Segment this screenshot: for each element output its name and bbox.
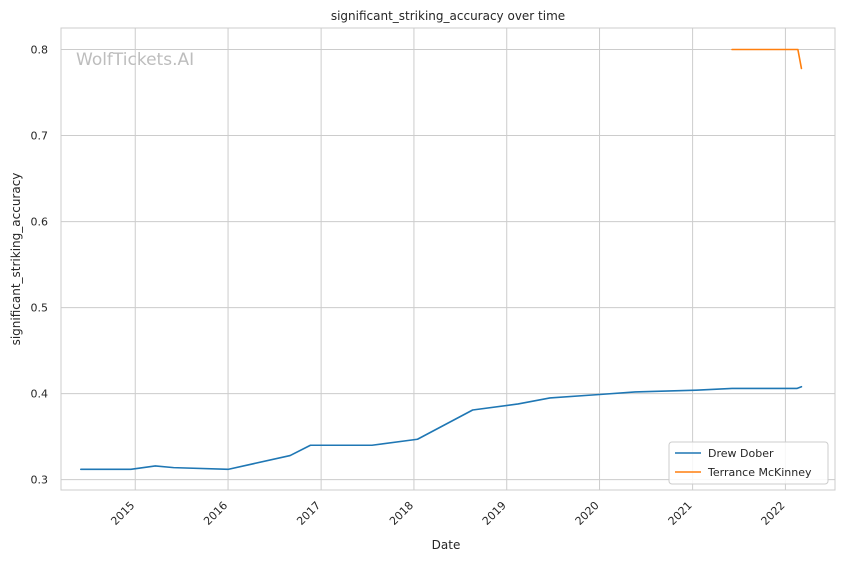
watermark: WolfTickets.AI [76, 50, 194, 70]
chart-title: significant_striking_accuracy over time [331, 9, 565, 23]
y-axis-label: significant_striking_accuracy [9, 173, 23, 346]
legend-label-drew-dober: Drew Dober [708, 447, 774, 460]
series-layer [80, 48, 803, 471]
y-axis-ticks: 0.3 0.4 0.5 0.6 0.7 0.8 [31, 44, 49, 487]
y-tick-label: 0.7 [31, 130, 49, 143]
series-line-terrance-mckinney [731, 48, 803, 70]
y-tick-label: 0.6 [31, 216, 49, 229]
legend-box [668, 441, 829, 485]
series-line-drew-dober [80, 385, 803, 471]
x-axis-label: Date [432, 538, 461, 552]
grid [61, 28, 835, 490]
y-tick-label: 0.5 [31, 302, 49, 315]
y-tick-label: 0.3 [31, 474, 49, 487]
plot-frame [60, 27, 836, 491]
y-tick-label: 0.8 [31, 44, 49, 57]
legend: Drew Dober Terrance McKinney [668, 441, 829, 485]
y-tick-label: 0.4 [31, 388, 49, 401]
legend-label-terrance-mckinney: Terrance McKinney [707, 466, 812, 479]
